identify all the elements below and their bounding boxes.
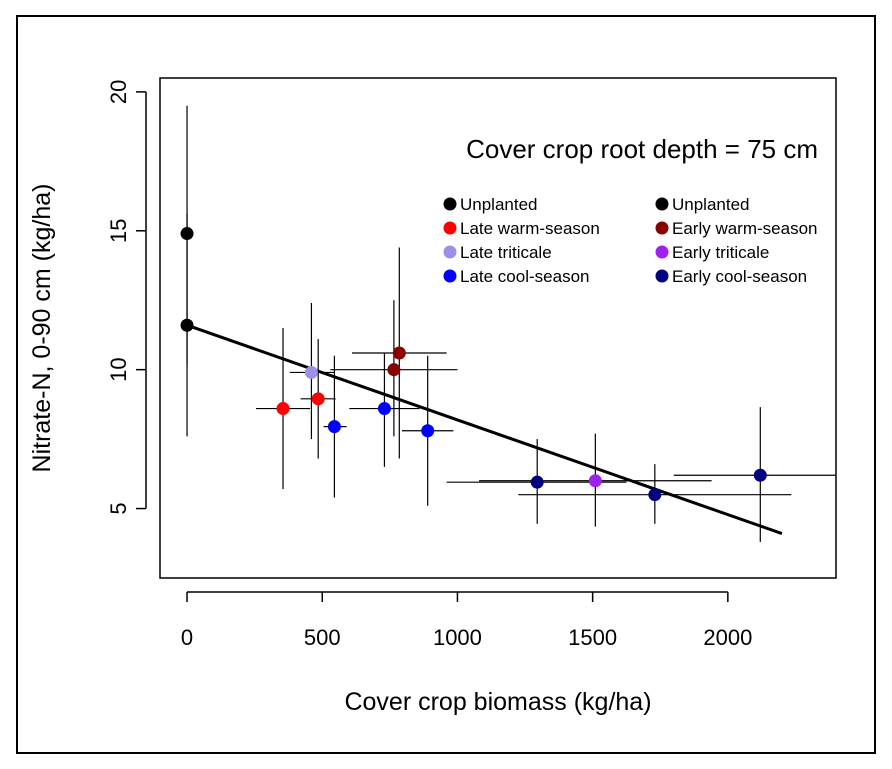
data-point — [588, 474, 602, 488]
legend-marker — [655, 269, 669, 283]
data-point — [648, 488, 662, 502]
y-axis: 5 10 15 20 — [106, 80, 147, 515]
data-point — [304, 365, 318, 379]
data-point — [753, 468, 767, 482]
data-point — [530, 475, 544, 489]
data-point — [377, 402, 391, 416]
legend-marker — [443, 221, 457, 235]
x-tick-label: 500 — [304, 625, 341, 650]
data-point — [421, 424, 435, 438]
legend-label: Early triticale — [672, 243, 769, 262]
data-point — [180, 227, 194, 241]
legend-marker — [443, 269, 457, 283]
legend-label: Late triticale — [460, 243, 552, 262]
y-axis-label: Nitrate-N, 0-90 cm (kg/ha) — [28, 184, 56, 473]
figure-frame — [16, 15, 876, 754]
root-depth-annotation: Cover crop root depth = 75 cm — [466, 134, 818, 164]
legend-label: Unplanted — [460, 195, 538, 214]
data-point — [392, 346, 406, 360]
data-point — [327, 420, 341, 434]
legend-marker — [655, 221, 669, 235]
y-tick-label: 20 — [106, 80, 131, 104]
regression-line — [186, 323, 783, 535]
x-tick-label: 2000 — [703, 625, 752, 650]
data-point — [276, 402, 290, 416]
legend: Unplanted Unplanted Late warm-season Early … — [443, 195, 818, 286]
legend-marker — [655, 197, 669, 211]
error-bars — [186, 105, 836, 542]
x-tick-label: 1000 — [433, 625, 482, 650]
x-axis: 0 500 1000 1500 2000 — [181, 591, 752, 650]
legend-marker — [443, 197, 457, 211]
y-tick-label: 10 — [106, 357, 131, 381]
data-points — [180, 227, 767, 502]
x-axis-label: Cover crop biomass (kg/ha) — [344, 688, 651, 716]
y-tick-label: 5 — [106, 502, 131, 514]
y-tick-label: 15 — [106, 219, 131, 243]
x-tick-label: 1500 — [568, 625, 617, 650]
data-point — [311, 392, 325, 406]
legend-label: Late cool-season — [460, 267, 589, 286]
legend-marker — [443, 245, 457, 259]
legend-label: Late warm-season — [460, 219, 600, 238]
x-tick-label: 0 — [181, 625, 193, 650]
plot-area — [159, 77, 837, 579]
legend-label: Early warm-season — [672, 219, 818, 238]
legend-marker — [655, 245, 669, 259]
legend-label: Early cool-season — [672, 267, 807, 286]
data-point — [180, 318, 194, 332]
legend-label: Unplanted — [672, 195, 750, 214]
data-point — [387, 363, 401, 377]
fit-line — [186, 323, 783, 535]
